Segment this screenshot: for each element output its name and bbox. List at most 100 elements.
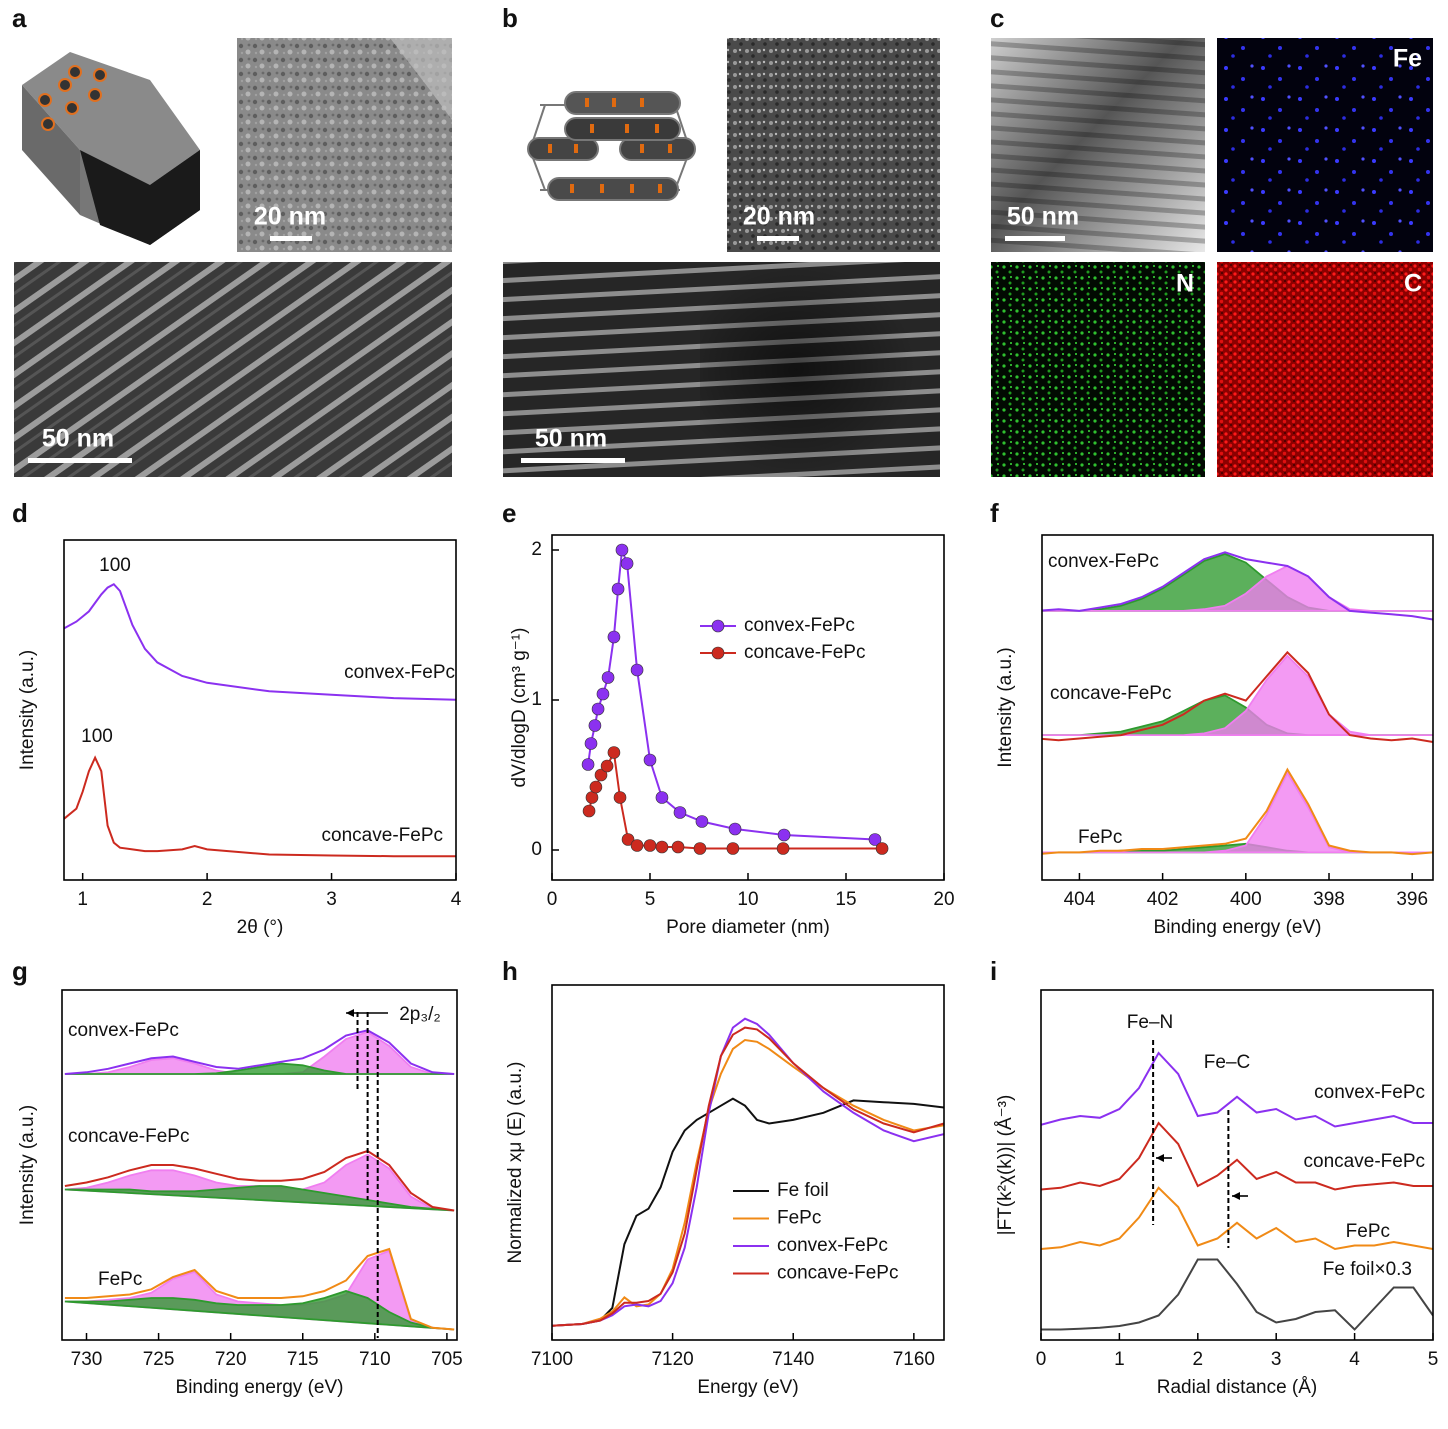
component-area — [64, 1290, 455, 1331]
y-tick-label: 1 — [531, 689, 542, 710]
panel-label: c — [990, 3, 1004, 33]
point — [621, 833, 635, 846]
legend-marker — [711, 619, 725, 633]
point — [726, 842, 740, 855]
plot-area — [1041, 1051, 1433, 1331]
panel-label: b — [502, 3, 518, 33]
series-label: concave-FePc — [322, 825, 443, 846]
component-area — [64, 1062, 455, 1075]
line — [1041, 1258, 1433, 1331]
axes-frame — [63, 539, 457, 881]
line — [552, 1097, 944, 1327]
chart: 1 2 3 4 2θ (°) Intensity (a.u.) convex-FePc con… — [17, 539, 462, 938]
legend-label: concave-FePc — [777, 1263, 898, 1284]
plot-area — [581, 543, 889, 855]
y-axis-label: Intensity (a.u.) — [17, 650, 38, 770]
point — [582, 804, 596, 818]
point — [693, 842, 707, 855]
x-tick-label: 1 — [77, 889, 88, 910]
point — [673, 806, 687, 819]
point — [620, 557, 634, 570]
x-tick-label: 400 — [1230, 889, 1262, 910]
x-tick-label: 725 — [143, 1349, 175, 1370]
series-label: FePc — [98, 1269, 142, 1290]
annotation: Fe–C — [1204, 1052, 1250, 1073]
line — [552, 1017, 944, 1327]
point — [655, 840, 669, 854]
x-tick-label: 715 — [287, 1349, 319, 1370]
y-tick-label: 2 — [531, 539, 542, 560]
spectrum-line — [64, 1247, 455, 1331]
tem-image — [727, 38, 940, 252]
x-tick-label: 2 — [1193, 1349, 1204, 1370]
x-axis-label: Radial distance (Å) — [1157, 1377, 1318, 1398]
legend-label: convex-FePc — [777, 1235, 888, 1256]
line — [1041, 1121, 1433, 1191]
panel-label: a — [12, 3, 27, 33]
series-label: FePc — [1078, 827, 1122, 848]
x-tick-label: 2 — [202, 889, 213, 910]
schematic-cylinders — [527, 91, 696, 201]
x-tick-label: 402 — [1147, 889, 1179, 910]
arrow-head — [1156, 1154, 1164, 1162]
spectrum-line — [1042, 551, 1433, 621]
point — [584, 737, 598, 750]
y-axis-label: Intensity (a.u.) — [995, 647, 1016, 767]
x-tick-label: 0 — [547, 889, 558, 910]
series-label: concave-FePc — [68, 1126, 189, 1147]
spectrum-line — [1042, 650, 1433, 743]
point — [875, 842, 889, 855]
point — [777, 828, 791, 842]
chart: 404 402 400 398 396 Binding energy (eV) Intens… — [995, 534, 1434, 938]
point — [611, 582, 625, 596]
x-axis-label: Binding energy (eV) — [1154, 917, 1322, 938]
panel-label: e — [502, 498, 516, 528]
axes-frame — [551, 984, 945, 1341]
line — [64, 755, 456, 858]
x-tick-label: 7100 — [531, 1349, 573, 1370]
x-tick-label: 5 — [645, 889, 656, 910]
x-tick-label: 398 — [1313, 889, 1345, 910]
element-label: Fe — [1393, 45, 1422, 73]
x-tick-label: 4 — [1349, 1349, 1360, 1370]
series-label: convex-FePc — [68, 1020, 179, 1041]
scale-bar-label: 50 nm — [535, 425, 607, 453]
scale-bar-label: 50 nm — [42, 425, 114, 453]
x-tick-label: 3 — [326, 889, 337, 910]
point — [607, 746, 621, 759]
point — [613, 791, 627, 804]
arrow-head — [346, 1009, 354, 1017]
x-tick-label: 7160 — [893, 1349, 935, 1370]
chart: 0 5 10 15 20 0 1 2 Pore diameter (nm) dV/dlogD (c… — [509, 534, 955, 938]
charts: 1 2 3 4 2θ (°) Intensity (a.u.) convex-FePc con… — [17, 534, 1439, 1398]
x-axis-label: 2θ (°) — [237, 917, 284, 938]
legend-label: Fe foil — [777, 1180, 829, 1201]
point — [591, 702, 605, 716]
point — [655, 791, 669, 804]
x-tick-label: 4 — [451, 889, 462, 910]
point — [589, 780, 603, 794]
annotation: 100 — [81, 726, 113, 747]
annotation: 100 — [99, 555, 131, 576]
plot-area — [1042, 551, 1433, 856]
line — [1041, 1186, 1433, 1251]
point — [601, 671, 615, 684]
point — [728, 822, 742, 836]
series-label: Fe foil×0.3 — [1323, 1259, 1412, 1280]
x-tick-label: 7120 — [651, 1349, 693, 1370]
spectrum-line — [64, 1029, 455, 1075]
x-tick-label: 710 — [359, 1349, 391, 1370]
series-label: convex-FePc — [1048, 551, 1159, 572]
component-area — [1042, 654, 1433, 736]
molecules — [548, 98, 672, 193]
x-tick-label: 5 — [1428, 1349, 1439, 1370]
eds-map — [1217, 262, 1433, 477]
y-axis-label: |FT(k²χ(k))| (Å⁻³) — [995, 1095, 1016, 1236]
x-axis-label: Energy (eV) — [697, 1377, 798, 1398]
series-label: convex-FePc — [1314, 1082, 1425, 1103]
line — [64, 582, 456, 701]
x-tick-label: 720 — [215, 1349, 247, 1370]
series-label: FePc — [1346, 1221, 1390, 1242]
schematic-hexagonal — [22, 52, 200, 245]
